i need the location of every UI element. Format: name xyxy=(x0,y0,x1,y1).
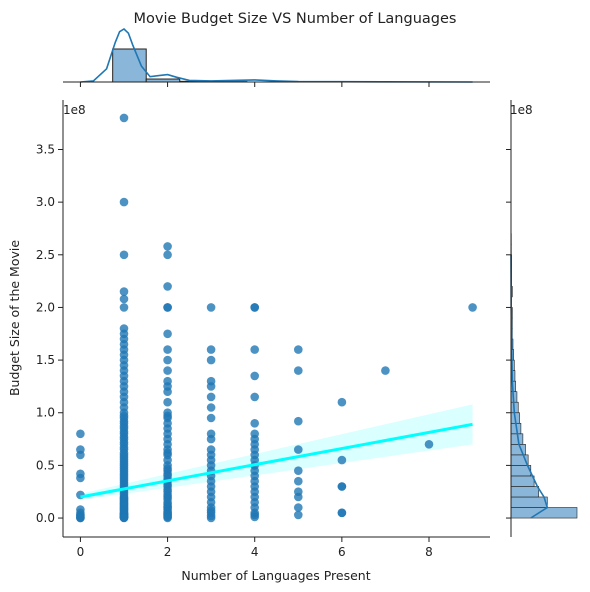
x-tick-label: 0 xyxy=(77,545,85,559)
scatter-point xyxy=(294,466,303,476)
scatter-point xyxy=(206,382,216,391)
scatter-point xyxy=(250,345,259,354)
scatter-point xyxy=(119,197,129,207)
right-kde-curve xyxy=(510,254,549,519)
top-marginal-ticks xyxy=(79,82,430,87)
y-tick-label: 3.5 xyxy=(36,142,55,156)
y-tick-label: 0.0 xyxy=(36,511,55,525)
right-histogram-bar xyxy=(510,475,535,487)
scatter-point xyxy=(76,473,85,483)
scatter-point xyxy=(206,355,216,365)
confidence-band-area xyxy=(80,404,473,501)
right-histogram-bar xyxy=(510,486,540,498)
scatter-point xyxy=(163,242,172,251)
scatter-point xyxy=(206,513,216,523)
scatter-point xyxy=(119,303,129,312)
scatter-point xyxy=(206,403,216,412)
x-tick-label: 8 xyxy=(425,545,433,559)
top-marginal-histogram xyxy=(80,27,473,83)
y-tick-label: 0.5 xyxy=(36,458,55,472)
scatter-point xyxy=(294,476,303,486)
x-axis-ticks: 0 2 4 6 8 xyxy=(77,537,433,559)
scatter-point xyxy=(294,416,303,426)
scatter-point xyxy=(294,345,303,354)
scatter-point xyxy=(294,492,303,502)
x-tick-label: 2 xyxy=(164,545,172,559)
scatter-point xyxy=(76,429,85,439)
scatter-point xyxy=(163,355,172,365)
scatter-point xyxy=(206,434,216,444)
scatter-point xyxy=(250,303,259,312)
right-histogram-bar xyxy=(510,496,548,508)
scatter-point xyxy=(119,513,129,523)
scatter-point xyxy=(163,303,172,312)
scatter-point xyxy=(119,287,129,296)
y-tick-label: 1.0 xyxy=(36,406,55,420)
scatter-point xyxy=(206,413,216,423)
y-axis-ticks: 0.0 0.5 1.0 1.5 2.0 2.5 3.0 3.5 xyxy=(36,142,63,525)
scatter-point xyxy=(294,445,303,454)
y-tick-label: 3.0 xyxy=(36,195,55,209)
scatter-point xyxy=(163,513,172,523)
scatter-point xyxy=(206,303,216,312)
scatter-point xyxy=(468,303,477,312)
scatter-point xyxy=(163,250,172,260)
regression-confidence-band xyxy=(80,404,473,501)
scatter-point xyxy=(294,366,303,375)
regression-line-path xyxy=(80,422,473,499)
scatter-point xyxy=(424,440,434,449)
right-marginal-ticks xyxy=(506,148,511,519)
scatter-point xyxy=(250,512,259,522)
scatter-point xyxy=(119,113,129,123)
scatter-point xyxy=(163,329,172,339)
scatter-point xyxy=(76,450,85,460)
scatter-point xyxy=(294,503,303,512)
right-marginal-histogram xyxy=(510,233,578,519)
y-tick-label: 2.5 xyxy=(36,248,55,262)
scatter-point xyxy=(337,482,347,491)
scatter-point xyxy=(76,513,85,523)
scatter-point xyxy=(206,345,216,354)
scatter-point xyxy=(163,387,172,397)
y-tick-label: 1.5 xyxy=(36,353,55,367)
scatter-points xyxy=(76,113,477,523)
y-axis-label: Budget Size of the Movie xyxy=(7,240,22,396)
scatter-point xyxy=(381,366,390,375)
chart-title: Movie Budget Size VS Number of Languages xyxy=(134,11,457,27)
scatter-point xyxy=(337,455,347,465)
scatter-point xyxy=(337,508,347,518)
scatter-point xyxy=(119,294,129,304)
x-tick-label: 4 xyxy=(251,545,259,559)
scatter-point xyxy=(163,282,172,291)
scatter-point xyxy=(119,250,129,260)
regression-line xyxy=(80,422,473,499)
scatter-point xyxy=(250,371,259,381)
scatter-point xyxy=(163,366,172,375)
top-kde-curve xyxy=(80,27,473,83)
scatter-point xyxy=(250,419,259,428)
scatter-point xyxy=(163,345,172,354)
scatter-point xyxy=(337,397,347,407)
scatter-point xyxy=(163,397,172,407)
scatter-point xyxy=(294,510,303,520)
scatter-point xyxy=(206,392,216,402)
right-marginal-multiplier: 1e8 xyxy=(510,103,533,117)
y-tick-label: 2.0 xyxy=(36,300,55,314)
scatter-point xyxy=(250,392,259,402)
y-axis-multiplier: 1e8 xyxy=(63,103,86,117)
x-tick-label: 6 xyxy=(338,545,346,559)
x-axis-label: Number of Languages Present xyxy=(181,568,370,583)
